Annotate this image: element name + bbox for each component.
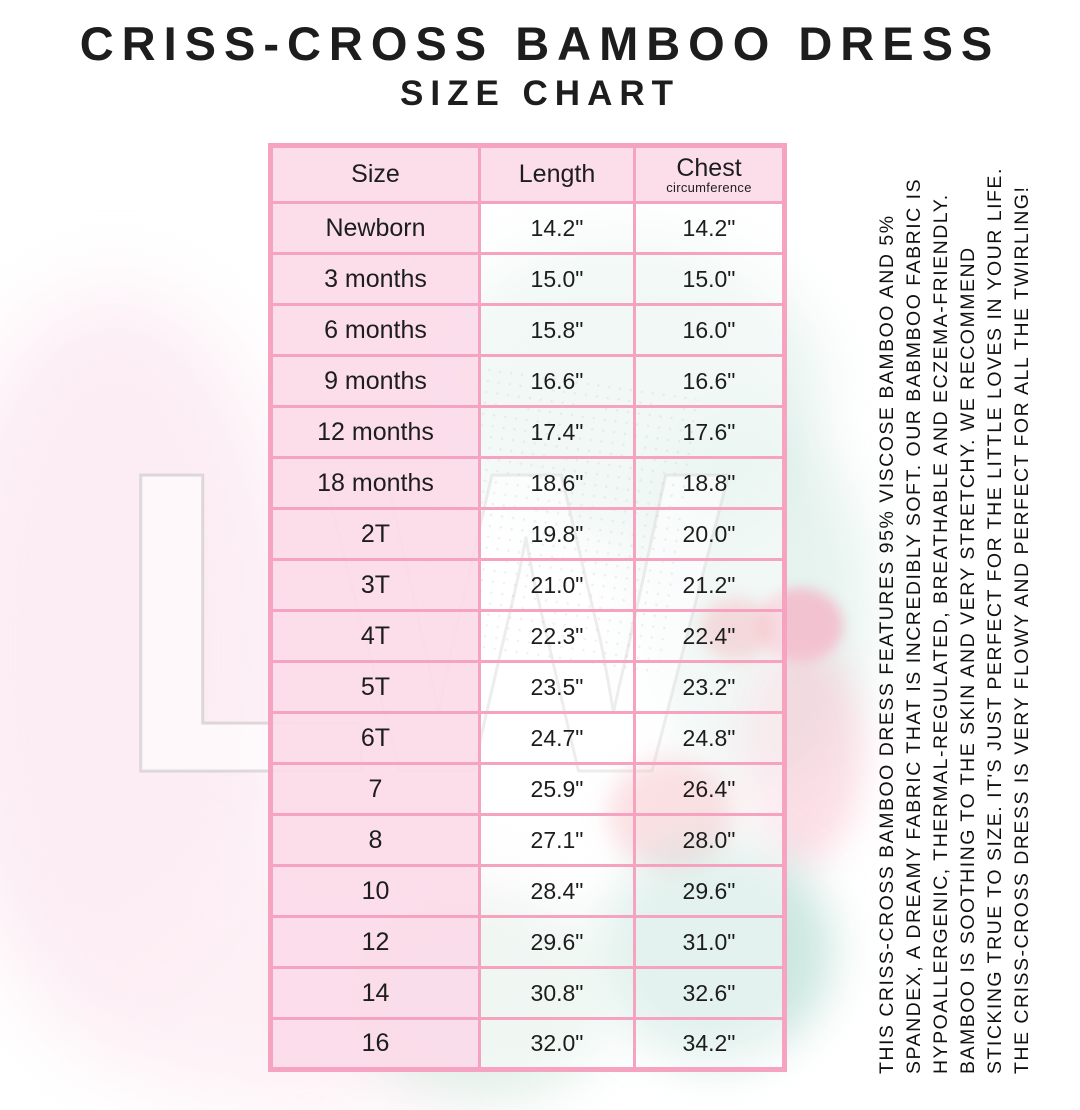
size-table-body: Newborn 14.2" 14.2" 3 months 15.0" 15.0" 6 mon… [269, 201, 786, 1071]
table-row: 3 months 15.0" 15.0" [269, 252, 786, 306]
table-row: 14 30.8" 32.6" [269, 966, 786, 1020]
size-cell: 14 [269, 966, 481, 1020]
table-row: 18 months 18.6" 18.8" [269, 456, 786, 510]
length-cell: 21.0" [478, 558, 636, 612]
length-cell: 24.7" [478, 711, 636, 765]
table-row: 4T 22.3" 22.4" [269, 609, 786, 663]
table-row: 3T 21.0" 21.2" [269, 558, 786, 612]
table-header-row: Size Length Chest circumference [269, 144, 786, 204]
size-cell: 16 [269, 1017, 481, 1071]
chest-cell: 18.8" [633, 456, 786, 510]
size-cell: 4T [269, 609, 481, 663]
description-line: STICKING TRUE TO SIZE. IT'S JUST PERFECT… [984, 167, 1006, 1074]
table-row: 12 months 17.4" 17.6" [269, 405, 786, 459]
size-cell: 9 months [269, 354, 481, 408]
length-cell: 28.4" [478, 864, 636, 918]
chest-cell: 21.2" [633, 558, 786, 612]
size-cell: 7 [269, 762, 481, 816]
chest-cell: 15.0" [633, 252, 786, 306]
table-row: 6T 24.7" 24.8" [269, 711, 786, 765]
table-row: Newborn 14.2" 14.2" [269, 201, 786, 255]
chest-cell: 16.0" [633, 303, 786, 357]
length-cell: 30.8" [478, 966, 636, 1020]
length-cell: 15.8" [478, 303, 636, 357]
length-cell: 23.5" [478, 660, 636, 714]
size-cell: 12 months [269, 405, 481, 459]
page-subtitle: SIZE CHART [400, 74, 680, 113]
size-cell: 3 months [269, 252, 481, 306]
col-header-size: Size [269, 144, 481, 204]
table-row: 7 25.9" 26.4" [269, 762, 786, 816]
chest-cell: 20.0" [633, 507, 786, 561]
chest-cell: 16.6" [633, 354, 786, 408]
table-row: 12 29.6" 31.0" [269, 915, 786, 969]
length-cell: 32.0" [478, 1017, 636, 1071]
size-cell: 5T [269, 660, 481, 714]
size-cell: 10 [269, 864, 481, 918]
size-cell: 18 months [269, 456, 481, 510]
col-header-chest: Chest circumference [633, 144, 786, 204]
description-line: THE CRISS-CROSS DRESS IS VERY FLOWY AND … [1011, 185, 1033, 1074]
table-row: 2T 19.8" 20.0" [269, 507, 786, 561]
product-description: THIS CRISS-CROSS BAMBOO DRESS FEATURES 9… [876, 112, 1043, 1074]
col-header-chest-label: Chest [676, 153, 742, 182]
length-cell: 17.4" [478, 405, 636, 459]
table-row: 6 months 15.8" 16.0" [269, 303, 786, 357]
size-cell: 12 [269, 915, 481, 969]
description-line: THIS CRISS-CROSS BAMBOO DRESS FEATURES 9… [876, 214, 898, 1074]
chest-cell: 26.4" [633, 762, 786, 816]
table-row: 5T 23.5" 23.2" [269, 660, 786, 714]
col-header-length: Length [478, 144, 636, 204]
chest-cell: 24.8" [633, 711, 786, 765]
chest-cell: 31.0" [633, 915, 786, 969]
size-cell: 8 [269, 813, 481, 867]
table-row: 10 28.4" 29.6" [269, 864, 786, 918]
size-table: Size Length Chest circumference Newborn 1… [268, 143, 787, 1072]
length-cell: 22.3" [478, 609, 636, 663]
chest-cell: 34.2" [633, 1017, 786, 1071]
chest-cell: 14.2" [633, 201, 786, 255]
watercolor-wash-left [0, 290, 300, 1010]
chest-cell: 22.4" [633, 609, 786, 663]
table-row: 9 months 16.6" 16.6" [269, 354, 786, 408]
length-cell: 18.6" [478, 456, 636, 510]
col-header-chest-subtext: circumference [666, 179, 752, 195]
table-row: 16 32.0" 34.2" [269, 1017, 786, 1071]
description-line: HYPOALLERGENIC, THERMAL-REGULATED, BREAT… [930, 193, 952, 1074]
chest-cell: 29.6" [633, 864, 786, 918]
chest-cell: 32.6" [633, 966, 786, 1020]
size-chart-page: LW CRISS-CROSS BAMBOO DRESS SIZE CHART S… [0, 17, 1043, 1110]
description-line: BAMBOO IS SOOTHING TO THE SKIN AND VERY … [957, 246, 979, 1074]
size-cell: Newborn [269, 201, 481, 255]
chest-cell: 17.6" [633, 405, 786, 459]
chest-cell: 28.0" [633, 813, 786, 867]
size-cell: 3T [269, 558, 481, 612]
size-cell: 6T [269, 711, 481, 765]
length-cell: 29.6" [478, 915, 636, 969]
length-cell: 19.8" [478, 507, 636, 561]
size-cell: 6 months [269, 303, 481, 357]
length-cell: 27.1" [478, 813, 636, 867]
length-cell: 25.9" [478, 762, 636, 816]
chest-cell: 23.2" [633, 660, 786, 714]
size-cell: 2T [269, 507, 481, 561]
table-row: 8 27.1" 28.0" [269, 813, 786, 867]
length-cell: 15.0" [478, 252, 636, 306]
page-title: CRISS-CROSS BAMBOO DRESS [79, 17, 1001, 70]
length-cell: 14.2" [478, 201, 636, 255]
length-cell: 16.6" [478, 354, 636, 408]
description-line: SPANDEX, A DREAMY FABRIC THAT IS INCREDI… [903, 177, 925, 1074]
